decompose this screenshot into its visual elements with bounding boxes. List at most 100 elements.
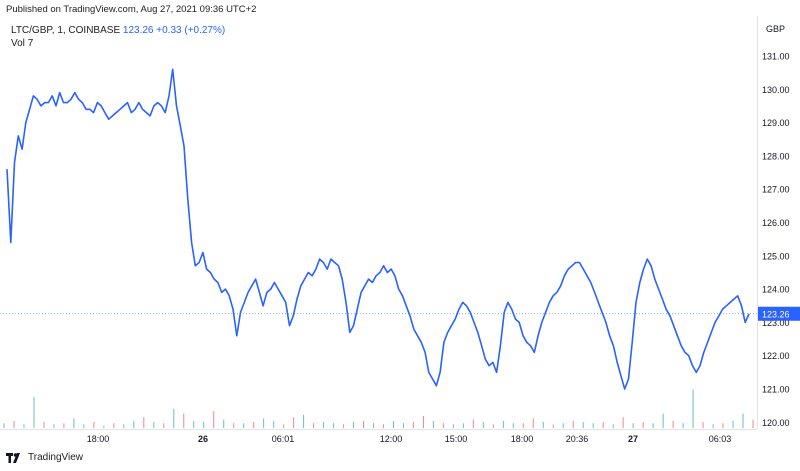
volume-bar: [482, 422, 484, 428]
volume-bar: [103, 425, 105, 428]
x-tick-label: 12:00: [380, 434, 403, 444]
price-line[interactable]: [6, 68, 750, 390]
volume-bar: [113, 423, 115, 428]
volume-bar: [392, 420, 394, 428]
y-tick-label: 127.00: [762, 185, 790, 195]
volume-bar: [363, 420, 365, 428]
y-tick-label: 126.00: [762, 218, 790, 228]
volume-bar: [472, 419, 474, 428]
x-tick-label: 18:00: [511, 434, 534, 444]
volume-bar: [343, 424, 345, 428]
volume-bar: [273, 420, 275, 428]
volume-bar: [412, 422, 414, 428]
volume-bar: [263, 418, 265, 428]
volume-bar: [203, 422, 205, 428]
volume-bar: [742, 413, 744, 428]
last-price-marker: [758, 306, 800, 321]
volume-bar: [333, 423, 335, 428]
volume-bar: [293, 417, 295, 428]
volume-bar: [542, 422, 544, 428]
volume-bar: [532, 418, 534, 428]
volume-bar: [13, 420, 15, 428]
volume-bar: [83, 424, 85, 428]
volume-bar: [672, 420, 674, 428]
footer[interactable]: TradingView: [6, 452, 83, 463]
volume-bar: [642, 422, 644, 428]
volume-bar: [652, 423, 654, 428]
volume-bar: [213, 411, 215, 428]
volume-bar: [562, 423, 564, 428]
last-price-axis-label: 123.26: [762, 309, 790, 319]
volume-label[interactable]: Vol: [11, 38, 25, 49]
last-price: 123.26: [122, 25, 154, 36]
x-tick-label: 18:00: [87, 434, 110, 444]
volume-bar: [592, 423, 594, 428]
y-tick-label: 125.00: [762, 251, 790, 261]
x-tick-label: 26: [198, 434, 208, 444]
volume-bar: [552, 424, 554, 428]
y-tick-label: 122.00: [762, 351, 790, 361]
volume-bar: [143, 417, 145, 428]
volume-bar: [73, 418, 75, 428]
volume-bar: [233, 423, 235, 428]
volume-bar: [402, 423, 404, 428]
volume-bar: [492, 424, 494, 428]
y-tick-label: 129.00: [762, 118, 790, 128]
footer-brand[interactable]: TradingView: [28, 452, 84, 463]
volume-bar: [53, 424, 55, 428]
volume-bar: [632, 423, 634, 428]
x-tick-label: 27: [628, 434, 638, 444]
volume-bar: [712, 424, 714, 428]
volume-bar: [163, 423, 165, 428]
y-tick-label: 123.00: [762, 318, 790, 328]
volume-bar: [153, 422, 155, 428]
volume-value: 7: [27, 38, 34, 49]
volume-bar: [692, 389, 694, 428]
tradingview-logo-icon: [6, 452, 20, 463]
symbol-label[interactable]: LTC/GBP, 1, COINBASE: [11, 25, 121, 36]
y-tick-label: 128.00: [762, 151, 790, 161]
volume-bar: [183, 413, 185, 428]
currency-label: GBP: [766, 24, 785, 34]
y-tick-label: 130.00: [762, 85, 790, 95]
volume-bar: [502, 420, 504, 428]
volume-bar: [223, 419, 225, 428]
volume-bar: [63, 423, 65, 428]
volume-bar: [682, 423, 684, 428]
volume-bar: [93, 422, 95, 428]
volume-bar: [382, 424, 384, 428]
volume-bar: [722, 423, 724, 428]
volume-bar: [303, 414, 305, 428]
volume-bar: [253, 422, 255, 428]
published-note: Published on TradingView.com, Aug 27, 20…: [6, 4, 257, 15]
volume-bar: [612, 424, 614, 428]
x-tick-label: 06:03: [709, 434, 732, 444]
y-tick-label: 131.00: [762, 51, 790, 61]
volume-bar: [522, 423, 524, 428]
y-tick-label: 121.00: [762, 385, 790, 395]
volume-bar: [582, 422, 584, 428]
volume-bar: [732, 420, 734, 428]
volume-bar: [752, 419, 754, 428]
price-change: +0.33 (+0.27%): [156, 25, 226, 36]
y-tick-label: 120.00: [762, 418, 790, 428]
volume-bar: [622, 417, 624, 428]
volume-bar: [283, 424, 285, 428]
volume-bar: [572, 420, 574, 428]
volume-bar: [3, 423, 5, 428]
x-tick-label: 06:01: [272, 434, 295, 444]
volume-bar: [133, 420, 135, 428]
volume-bar: [442, 423, 444, 428]
volume-bar: [313, 423, 315, 428]
price-chart[interactable]: 120.00 121.00 122.00 123.00 124.00 125.00 126.…: [0, 16, 800, 448]
x-tick-label: 20:36: [566, 434, 589, 444]
volume-bar: [193, 420, 195, 428]
chart-legend: LTC/GBP, 1, COINBASE 123.26 +0.33 (+0.27…: [11, 24, 225, 50]
volume-bar: [323, 422, 325, 428]
volume-bar: [243, 423, 245, 428]
y-tick-label: 124.00: [762, 285, 790, 295]
volume-bar: [462, 423, 464, 428]
volume-bar: [422, 416, 424, 428]
volume-bar: [353, 422, 355, 428]
volume-bar: [702, 422, 704, 428]
